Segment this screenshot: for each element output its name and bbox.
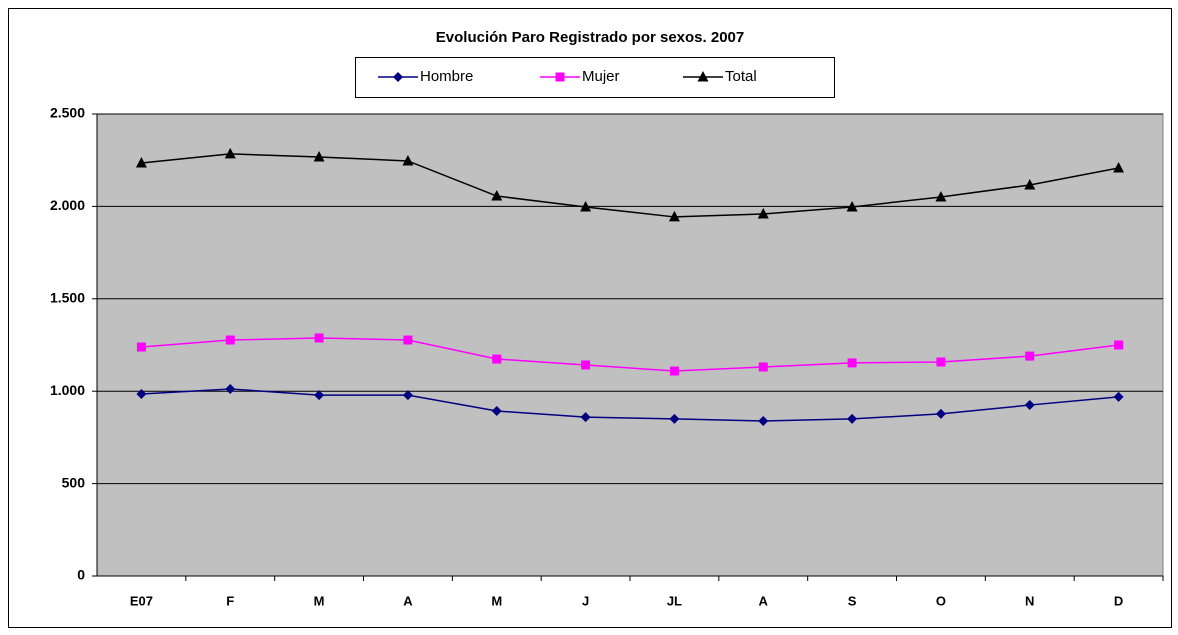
y-tick-label: 2.500 <box>50 105 85 121</box>
x-tick-label: S <box>848 593 857 608</box>
point <box>846 200 858 212</box>
point <box>1113 161 1125 173</box>
legend-label: Mujer <box>582 68 620 85</box>
y-tick-label: 1.000 <box>50 382 85 398</box>
x-tick-label: F <box>226 593 234 608</box>
point <box>757 207 769 219</box>
point <box>935 408 946 419</box>
point <box>1024 178 1036 190</box>
point <box>935 190 947 202</box>
legend-marker <box>697 71 709 82</box>
series-line <box>141 337 1119 372</box>
point <box>136 342 146 352</box>
x-tick-label: D <box>1114 593 1123 608</box>
x-tick-label: M <box>314 593 325 608</box>
point <box>1024 400 1035 411</box>
y-tick-label: 0 <box>77 567 85 583</box>
x-tick-label: O <box>936 593 946 608</box>
point <box>580 200 592 212</box>
point <box>224 147 236 159</box>
point <box>758 362 768 372</box>
x-tick-label: A <box>759 593 769 608</box>
point <box>936 357 946 367</box>
legend-marker <box>393 72 403 82</box>
x-tick-label: M <box>491 593 502 608</box>
point <box>402 154 414 166</box>
point <box>313 151 325 162</box>
legend-marker <box>555 72 565 82</box>
point <box>314 390 325 401</box>
point <box>491 405 502 416</box>
legend-label: Hombre <box>420 68 473 85</box>
chart-title: Evolución Paro Registrado por sexos. 200… <box>436 29 744 46</box>
point <box>492 354 502 364</box>
x-tick-label: JL <box>667 593 682 608</box>
legend-box <box>355 57 835 98</box>
point <box>580 412 591 423</box>
point <box>758 415 769 426</box>
x-tick-label: A <box>403 593 413 608</box>
point <box>581 360 591 370</box>
x-tick-label: J <box>582 593 589 608</box>
point <box>668 210 680 222</box>
point <box>403 335 413 345</box>
point <box>669 413 680 424</box>
x-tick-label: N <box>1025 593 1034 608</box>
point <box>225 383 236 394</box>
legend-label: Total <box>725 68 757 85</box>
plot-area <box>96 113 1164 577</box>
point <box>135 156 147 168</box>
series-line <box>141 388 1119 422</box>
point <box>847 358 857 368</box>
y-tick-label: 1.500 <box>50 290 85 306</box>
point <box>847 413 858 424</box>
point <box>136 388 147 399</box>
point <box>314 333 324 343</box>
x-tick-label: E07 <box>130 593 153 608</box>
point <box>402 390 413 401</box>
point <box>1114 340 1124 350</box>
y-tick-label: 2.000 <box>50 197 85 213</box>
point <box>225 335 235 345</box>
y-tick-label: 500 <box>62 474 86 490</box>
point <box>1113 391 1124 402</box>
series-line <box>141 153 1119 218</box>
point <box>491 190 503 201</box>
point <box>669 366 679 376</box>
point <box>1025 351 1035 361</box>
